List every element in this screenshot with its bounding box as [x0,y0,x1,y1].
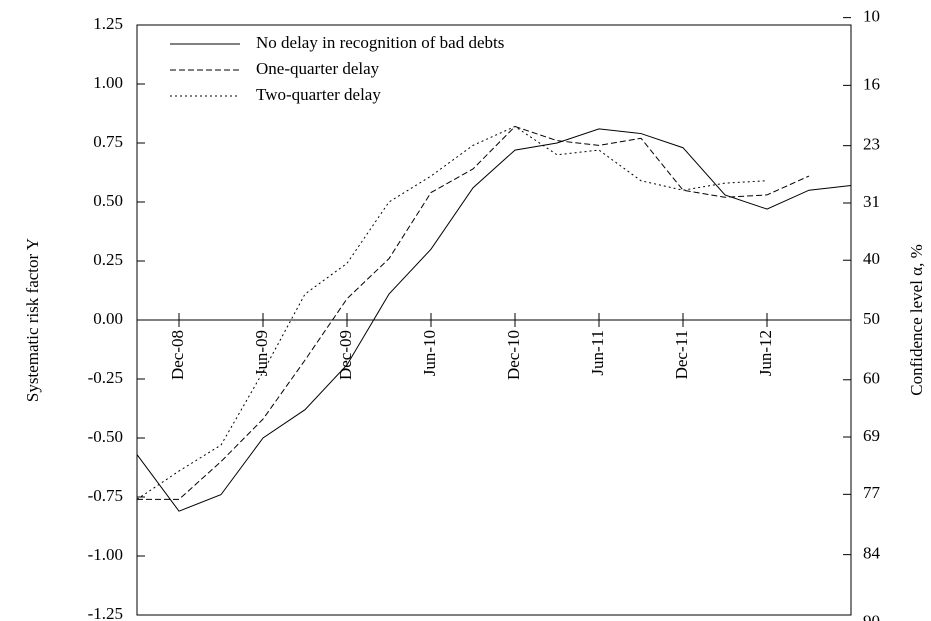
x-tick-label: Jun-09 [252,330,271,376]
y-tick-label: -1.00 [88,545,123,564]
y2-tick-label: 10 [863,7,880,26]
y2-tick-label: 77 [863,483,881,502]
y2-tick-label: 50 [863,309,880,328]
y2-tick-label: 40 [863,249,880,268]
legend-label: No delay in recognition of bad debts [256,33,504,52]
y2-tick-label: 84 [863,544,881,563]
y2-tick-label: 69 [863,426,880,445]
y2-tick-label: 16 [863,74,880,93]
y-tick-label: 0.50 [93,191,123,210]
y2-tick-label: 90 [863,611,880,621]
x-tick-label: Jun-10 [420,330,439,376]
y-tick-label: -1.25 [88,604,123,621]
x-tick-label: Dec-11 [672,330,691,379]
legend-label: One-quarter delay [256,59,380,78]
x-tick-label: Dec-09 [336,330,355,380]
y-tick-label: 0.25 [93,250,123,269]
y2-tick-label: 60 [863,369,880,388]
y-tick-label: -0.75 [88,486,123,505]
y2-tick-label: 31 [863,192,880,211]
y-tick-label: 1.25 [93,14,123,33]
legend-label: Two-quarter delay [256,85,381,104]
y-tick-label: 0.75 [93,132,123,151]
line-series [136,125,768,500]
y-tick-label: -0.25 [88,368,123,387]
x-tick-label: Dec-10 [504,330,523,380]
y2-tick-label: 23 [863,135,880,154]
y-tick-label: -0.50 [88,427,123,446]
y2-axis-title: Confidence level α, % [907,244,926,395]
y-axis-title: Systematic risk factor Y [23,238,42,402]
x-tick-label: Jun-12 [756,330,775,376]
line-series [137,125,810,500]
y-tick-label: 1.00 [93,73,123,92]
x-tick-label: Jun-11 [588,330,607,376]
y-tick-label: 0.00 [93,309,123,328]
x-tick-label: Dec-08 [168,330,187,380]
